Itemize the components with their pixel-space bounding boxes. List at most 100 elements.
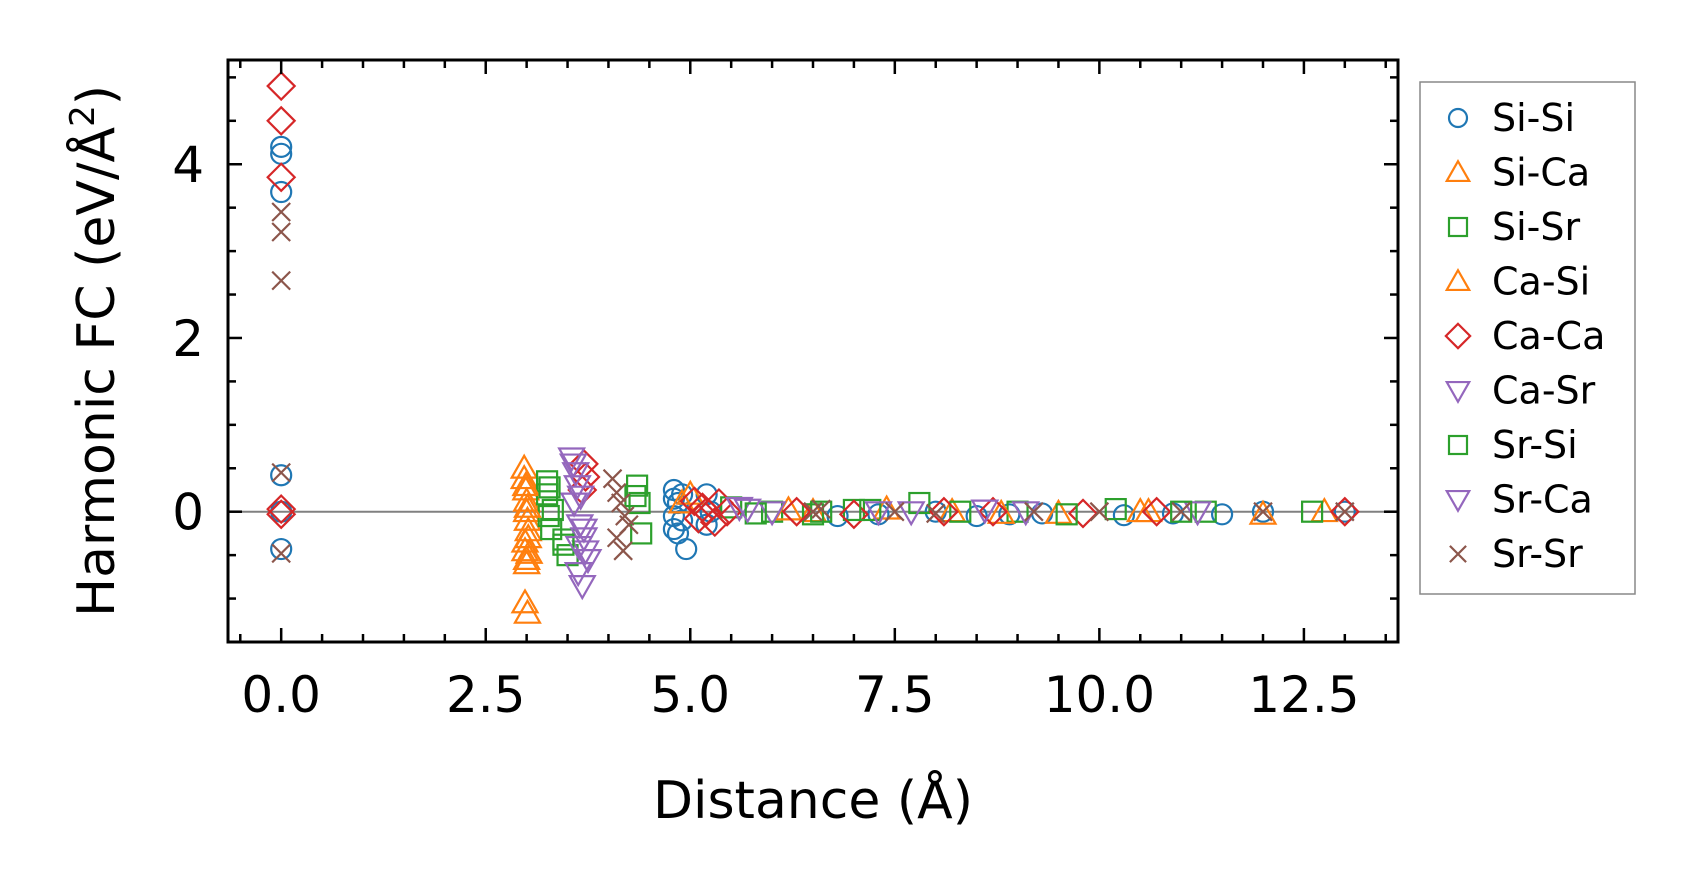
legend-label: Si-Si <box>1492 96 1575 140</box>
data-point-si-si <box>270 537 293 561</box>
data-point-sr-si <box>538 476 561 499</box>
legend: Si-Si Si-Ca Si-Sr Ca-Si Ca-Ca Ca-Sr Sr-Si Sr-Ca… <box>1444 96 1605 576</box>
data-point-si-ca <box>1309 496 1339 523</box>
points-layer <box>266 71 1360 624</box>
legend-item-sr-sr: Sr-Sr <box>1449 532 1583 576</box>
data-point-ca-sr <box>571 540 600 566</box>
data-point-sr-si <box>552 533 575 556</box>
legend-marker-si-ca <box>1444 159 1472 183</box>
data-point-sr-si <box>1055 503 1078 526</box>
legend-marker-ca-si <box>1444 268 1472 292</box>
legend-label: Ca-Ca <box>1492 314 1605 358</box>
series-sr-si <box>538 476 1193 556</box>
legend-item-si-si: Si-Si <box>1447 96 1575 140</box>
data-point-si-si <box>270 180 293 204</box>
data-point-ca-sr <box>565 514 595 540</box>
legend-label: Si-Sr <box>1492 205 1581 249</box>
y-axis-label-main: Harmonic FC (eV/Å <box>65 126 127 617</box>
data-point-ca-si <box>513 492 542 518</box>
data-point-ca-sr <box>970 499 1000 525</box>
series-ca-ca <box>266 71 1360 538</box>
data-point-ca-ca <box>266 494 297 525</box>
data-point-ca-sr <box>561 462 591 488</box>
data-point-ca-ca <box>712 496 743 527</box>
data-point-sr-sr <box>602 468 623 489</box>
legend-item-ca-sr: Ca-Sr <box>1444 369 1596 413</box>
legend-marker-sr-sr <box>1449 545 1467 563</box>
data-point-ca-ca <box>266 71 297 102</box>
data-point-ca-sr <box>567 575 597 601</box>
data-point-si-ca <box>1248 499 1278 525</box>
data-point-ca-ca <box>1329 496 1360 527</box>
x-tick-label: 10.0 <box>1044 666 1155 724</box>
data-point-si-sr <box>535 470 559 493</box>
data-point-ca-ca <box>1141 496 1172 527</box>
data-point-ca-si <box>1134 496 1163 523</box>
data-point-si-si <box>666 522 690 545</box>
x-tick-label: 2.5 <box>446 666 526 724</box>
data-point-ca-ca <box>699 507 730 538</box>
legend-label: Ca-Sr <box>1492 369 1596 413</box>
legend-marker-ca-ca <box>1444 322 1472 350</box>
data-point-si-sr <box>630 522 653 545</box>
data-point-ca-sr <box>559 492 589 518</box>
legend-marker-ca-sr <box>1444 380 1472 404</box>
series-ca-si <box>510 470 1163 570</box>
data-point-ca-ca <box>679 486 710 517</box>
data-point-si-si <box>1112 504 1136 527</box>
data-point-si-ca <box>509 463 539 490</box>
data-point-ca-ca <box>977 496 1009 527</box>
data-point-si-si <box>867 503 890 526</box>
x-tick-label: 12.5 <box>1248 666 1359 724</box>
data-point-sr-sr <box>271 270 291 291</box>
legend-item-si-ca: Si-Ca <box>1444 151 1590 195</box>
data-point-sr-sr <box>610 493 631 513</box>
data-point-ca-ca <box>1067 498 1099 529</box>
data-point-sr-sr <box>271 543 291 564</box>
data-point-sr-sr <box>606 482 627 503</box>
y-axis-label-close: ) <box>67 85 127 105</box>
legend-item-sr-ca: Sr-Ca <box>1444 478 1593 522</box>
data-point-sr-sr <box>811 499 831 519</box>
series-ca-sr <box>557 447 1212 601</box>
data-point-si-sr <box>1104 497 1127 521</box>
legend-item-ca-si: Ca-Si <box>1444 260 1590 304</box>
data-point-sr-sr <box>271 202 291 222</box>
data-point-sr-sr <box>925 503 946 524</box>
x-tick-label: 0.0 <box>241 666 321 724</box>
plot-frame <box>226 58 1400 644</box>
y-axis-label-superscript: 2 <box>63 105 103 127</box>
data-point-si-ca <box>510 588 540 614</box>
data-point-sr-sr <box>1335 501 1355 522</box>
legend-label: Sr-Ca <box>1492 478 1593 522</box>
data-point-sr-si <box>810 500 833 523</box>
data-point-sr-si <box>624 484 647 508</box>
data-point-ca-sr <box>563 562 593 588</box>
y-axis-label: Harmonic FC (eV/Å2) <box>63 85 127 617</box>
data-point-si-si <box>675 537 698 561</box>
data-point-ca-ca <box>691 496 722 527</box>
series-si-si <box>270 135 1356 561</box>
data-point-sr-si <box>1170 500 1193 523</box>
series-si-ca <box>509 453 1339 624</box>
y-tick-label: 0 <box>172 484 204 542</box>
data-point-ca-ca <box>838 499 869 530</box>
data-point-ca-sr <box>573 549 603 575</box>
data-point-si-si <box>670 509 694 532</box>
data-point-sr-sr <box>1089 501 1110 522</box>
data-point-ca-si <box>510 536 540 562</box>
data-point-ca-si <box>512 544 542 570</box>
data-point-si-sr <box>1300 500 1324 523</box>
y-tick-label: 2 <box>172 310 204 368</box>
data-point-sr-sr <box>885 501 905 522</box>
data-point-sr-ca <box>564 535 594 562</box>
data-point-sr-ca <box>569 518 599 544</box>
data-point-ca-ca <box>266 105 297 136</box>
data-point-ca-ca <box>266 162 297 193</box>
data-point-si-si <box>270 464 293 487</box>
data-point-ca-ca <box>928 496 959 527</box>
data-point-ca-ca <box>683 503 714 534</box>
data-point-si-si <box>1210 503 1234 526</box>
data-point-sr-si <box>859 498 882 522</box>
legend-label: Sr-Si <box>1492 423 1578 467</box>
